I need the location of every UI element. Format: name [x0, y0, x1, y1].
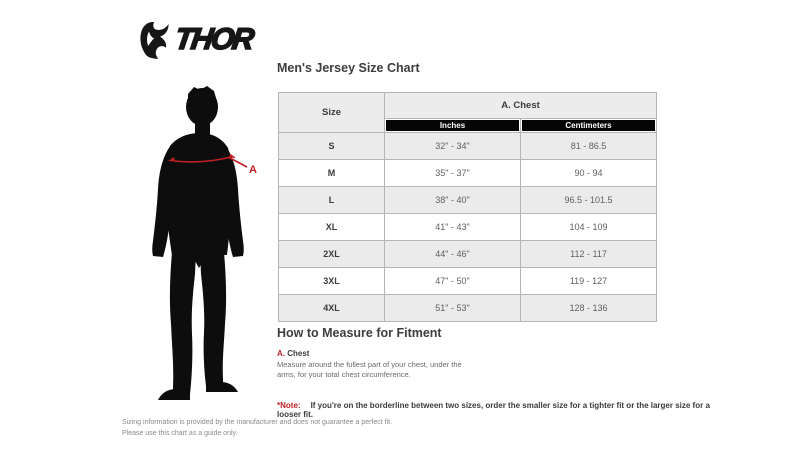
cm-value: 104 - 109 [519, 213, 658, 241]
inches-value: 38" - 40" [384, 186, 521, 214]
chest-measurement-arrow: A [168, 153, 257, 176]
cm-value: 81 - 86.5 [519, 132, 658, 160]
measure-key: A. [277, 349, 285, 358]
note-label: *Note: [277, 401, 301, 410]
column-header-centimeters: Centimeters [519, 118, 658, 133]
column-header-chest: A. Chest [383, 92, 658, 119]
size-label: S [278, 132, 385, 160]
disclaimer-line-1: Sizing information is provided by the ma… [122, 419, 393, 426]
disclaimer-line-2: Please use this chart as a guide only. [122, 429, 238, 437]
size-label: XL [278, 213, 385, 241]
table-row-l: L 38" - 40" 96.5 - 101.5 [278, 186, 658, 214]
inches-value: 41" - 43" [384, 213, 521, 241]
measure-item-heading: A. Chest [277, 349, 482, 358]
column-header-inches: Inches [384, 118, 521, 133]
measure-description: Measure around the fullest part of your … [277, 360, 462, 380]
sizing-note: *Note: If you're on the borderline betwee… [277, 401, 717, 419]
cm-value: 90 - 94 [519, 159, 658, 187]
cm-value: 119 - 127 [519, 267, 658, 295]
cm-value: 96.5 - 101.5 [519, 186, 658, 214]
table-row-xl: XL 41" - 43" 104 - 109 [278, 213, 658, 241]
table-row-s: S 32" - 34" 81 - 86.5 [278, 132, 658, 160]
inches-value: 51" - 53" [384, 294, 521, 322]
table-row-3xl: 3XL 47" - 50" 119 - 127 [278, 267, 658, 295]
footer-disclaimer: Sizing information is provided by the ma… [122, 418, 392, 439]
thor-logo-emblem [140, 22, 169, 59]
size-label: 3XL [278, 267, 385, 295]
table-row-m: M 35" - 37" 90 - 94 [278, 159, 658, 187]
cm-value: 112 - 117 [519, 240, 658, 268]
inches-value: 44" - 46" [384, 240, 521, 268]
table-row-4xl: 4XL 51" - 53" 128 - 136 [278, 294, 658, 322]
male-silhouette [152, 86, 244, 400]
size-label: 2XL [278, 240, 385, 268]
inches-value: 47" - 50" [384, 267, 521, 295]
table-row-2xl: 2XL 44" - 46" 112 - 117 [278, 240, 658, 268]
size-label: M [278, 159, 385, 187]
inches-value: 32" - 34" [384, 132, 521, 160]
column-header-size: Size [278, 92, 385, 133]
measure-item-chest: A. Chest Measure around the fullest part… [277, 349, 482, 380]
size-chart-table: Size A. Chest Inches Centimeters S 32" -… [278, 92, 658, 322]
measure-name: Chest [287, 349, 310, 358]
size-label: 4XL [278, 294, 385, 322]
size-chart-title: Men's Jersey Size Chart [277, 61, 420, 75]
note-text: If you're on the borderline between two … [277, 401, 710, 419]
chest-measure-label: A [249, 164, 257, 176]
size-label: L [278, 186, 385, 214]
cm-value: 128 - 136 [519, 294, 658, 322]
thor-logo-wordmark: THOR [172, 22, 255, 57]
thor-logo: THOR [138, 20, 258, 60]
fitment-title: How to Measure for Fitment [277, 326, 442, 340]
table-header-row: Size A. Chest [278, 92, 658, 133]
inches-value: 35" - 37" [384, 159, 521, 187]
